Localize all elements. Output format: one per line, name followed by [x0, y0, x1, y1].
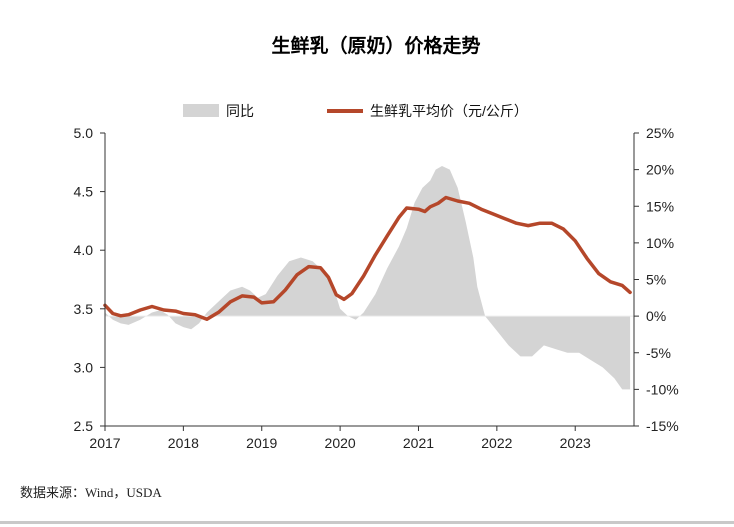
- left-tick-label: 4.0: [74, 242, 94, 258]
- bottom-axis-ticks: 2017 2018 2019 2020 2021 2022 2023: [89, 426, 591, 451]
- right-tick-label: -15%: [646, 418, 679, 434]
- right-tick-label: 15%: [646, 198, 674, 214]
- left-tick-label: 4.5: [74, 184, 94, 200]
- left-tick-label: 3.5: [74, 301, 94, 317]
- source-note: 数据来源：Wind，USDA: [20, 485, 162, 500]
- left-tick-label: 2.5: [74, 418, 94, 434]
- right-tick-label: 20%: [646, 162, 674, 178]
- right-axis-ticks: -15% -10% -5% 0% 5% 10% 15% 20% 25%: [634, 125, 679, 434]
- bottom-tick-label: 2017: [89, 435, 120, 451]
- chart-title: 生鲜乳（原奶）价格走势: [271, 34, 480, 57]
- left-axis-ticks: 2.5 3.0 3.5 4.0 4.5 5.0: [74, 125, 105, 434]
- axes: [104, 133, 635, 427]
- plot-area: [103, 166, 634, 390]
- legend-label-price: 生鲜乳平均价（元/公斤）: [370, 103, 528, 119]
- bottom-tick-label: 2021: [403, 435, 434, 451]
- legend-label-yoy: 同比: [226, 103, 254, 119]
- legend-swatch-yoy: [183, 104, 219, 117]
- right-tick-label: -5%: [646, 345, 671, 361]
- right-tick-label: 10%: [646, 235, 674, 251]
- series-area-yoy: [105, 166, 631, 390]
- right-tick-label: 0%: [646, 308, 666, 324]
- bottom-tick-label: 2019: [246, 435, 277, 451]
- right-tick-label: 25%: [646, 125, 674, 141]
- right-tick-label: -10%: [646, 381, 679, 397]
- bottom-tick-label: 2022: [481, 435, 512, 451]
- right-tick-label: 5%: [646, 272, 666, 288]
- left-tick-label: 3.0: [74, 359, 94, 375]
- bottom-rule: [0, 521, 734, 524]
- bottom-tick-label: 2018: [168, 435, 199, 451]
- left-tick-label: 5.0: [74, 125, 94, 141]
- bottom-tick-label: 2023: [560, 435, 591, 451]
- bottom-tick-label: 2020: [325, 435, 356, 451]
- series-line-price: [103, 195, 632, 322]
